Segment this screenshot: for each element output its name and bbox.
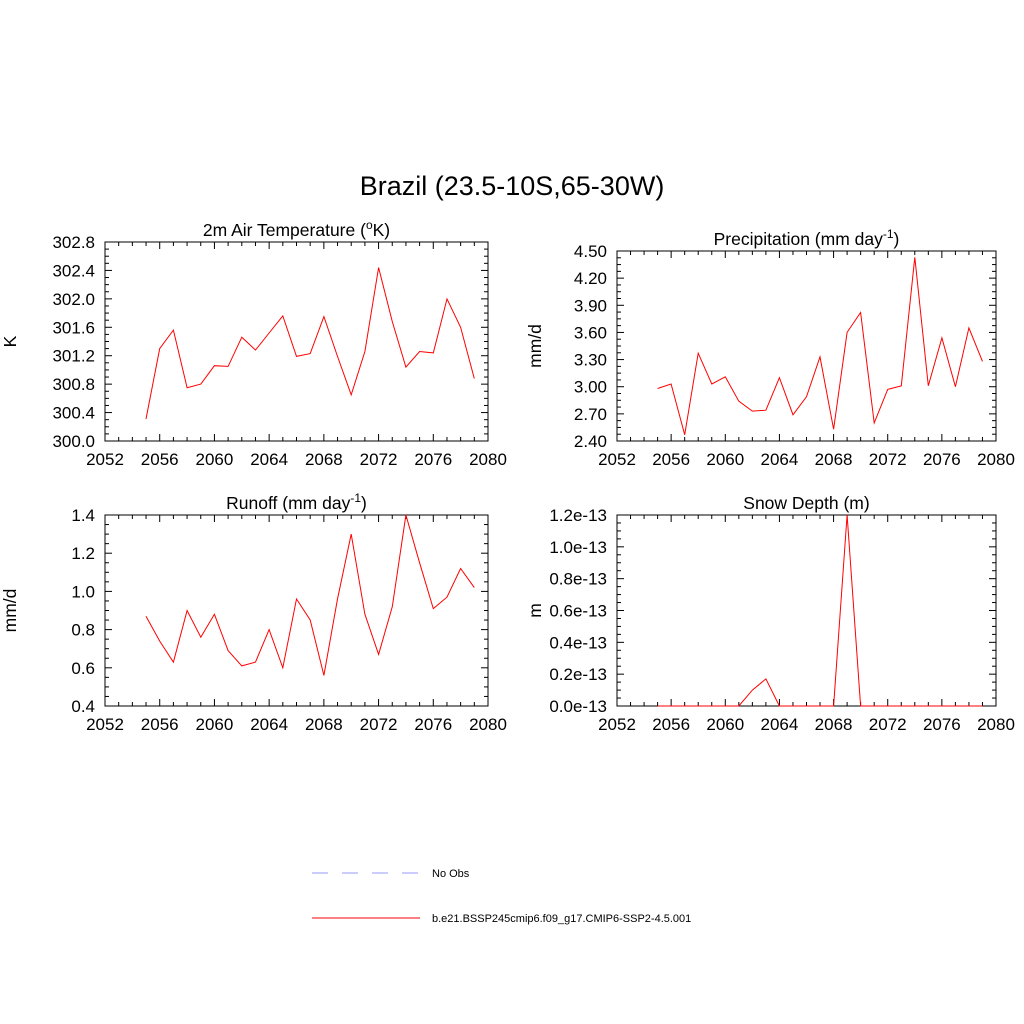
x-tick-label: 2056 xyxy=(652,715,690,734)
series-line xyxy=(145,514,475,676)
panel-title: 2m Air Temperature (oK) xyxy=(203,218,390,240)
x-tick-label: 2052 xyxy=(598,715,636,734)
x-tick-label: 2052 xyxy=(598,450,636,469)
x-tick-label: 2072 xyxy=(869,715,907,734)
chart-panel-4: Snow Depth (m) m 2052 2056 2060 2064 2068 2072 2… xyxy=(525,493,1015,734)
x-tick-label: 2060 xyxy=(706,715,744,734)
x-tick-label: 2068 xyxy=(305,715,343,734)
y-tick-label: 2.70 xyxy=(574,405,607,424)
y-tick-label: 301.6 xyxy=(52,318,95,337)
x-tick-label: 2076 xyxy=(414,450,452,469)
x-tick-label: 2080 xyxy=(469,450,507,469)
figure-title: Brazil (23.5-10S,65-30W) xyxy=(360,171,665,201)
y-tick-label: 0.6e-13 xyxy=(549,602,607,621)
y-tick-label: 3.60 xyxy=(574,323,607,342)
y-tick-label: 3.00 xyxy=(574,378,607,397)
x-tick-label: 2080 xyxy=(977,450,1015,469)
x-tick-label: 2052 xyxy=(86,450,124,469)
chart-panel-2: Precipitation (mm day-1) mm/d 2052 2056 2060… xyxy=(525,227,1015,469)
series-line xyxy=(145,267,475,420)
x-tick-label: 2080 xyxy=(977,715,1015,734)
y-axis-label: K xyxy=(0,335,20,347)
y-tick-label: 301.2 xyxy=(52,347,95,366)
x-tick-label: 2068 xyxy=(815,450,853,469)
panel-title: Precipitation (mm day-1) xyxy=(714,227,900,249)
plot-frame xyxy=(104,241,489,442)
legend-label-2: b.e21.BSSP245cmip6.f09_g17.CMIP6-SSP2-4.… xyxy=(432,913,691,925)
legend-label-1: No Obs xyxy=(432,868,470,880)
x-tick-label: 2056 xyxy=(141,715,179,734)
panel-title: Snow Depth (m) xyxy=(743,493,869,513)
x-tick-label: 2064 xyxy=(761,715,799,734)
y-tick-label: 302.8 xyxy=(52,233,95,252)
x-tick-label: 2060 xyxy=(196,715,234,734)
y-tick-label: 0.0e-13 xyxy=(549,697,607,716)
y-tick-label: 302.0 xyxy=(52,290,95,309)
x-tick-label: 2060 xyxy=(706,450,744,469)
y-tick-label: 4.50 xyxy=(574,242,607,261)
series-line xyxy=(657,514,983,707)
x-tick-label: 2068 xyxy=(815,715,853,734)
x-tick-label: 2072 xyxy=(360,450,398,469)
x-tick-label: 2080 xyxy=(469,715,507,734)
x-tick-label: 2056 xyxy=(141,450,179,469)
x-tick-label: 2072 xyxy=(360,715,398,734)
y-tick-label: 1.0e-13 xyxy=(549,538,607,557)
x-tick-label: 2076 xyxy=(923,450,961,469)
y-tick-label: 3.30 xyxy=(574,351,607,370)
y-tick-label: 300.8 xyxy=(52,375,95,394)
panel-title: Runoff (mm day-1) xyxy=(226,491,367,513)
y-tick-label: 302.4 xyxy=(52,261,95,280)
y-tick-label: 0.4e-13 xyxy=(549,633,607,652)
y-tick-label: 1.0 xyxy=(71,582,95,601)
y-tick-label: 2.40 xyxy=(574,432,607,451)
y-tick-label: 0.8 xyxy=(71,621,95,640)
y-axis-label: mm/d xyxy=(525,324,545,368)
x-tick-label: 2064 xyxy=(250,715,288,734)
y-tick-label: 300.0 xyxy=(52,432,95,451)
x-tick-label: 2060 xyxy=(196,450,234,469)
y-tick-label: 1.2e-13 xyxy=(549,506,607,525)
legend: No Obs b.e21.BSSP245cmip6.f09_g17.CMIP6-S… xyxy=(312,868,691,925)
y-tick-label: 0.8e-13 xyxy=(549,570,607,589)
x-tick-label: 2056 xyxy=(652,450,690,469)
plot-frame xyxy=(616,514,997,707)
y-tick-label: 4.20 xyxy=(574,269,607,288)
x-tick-label: 2076 xyxy=(923,715,961,734)
x-tick-label: 2072 xyxy=(869,450,907,469)
x-tick-label: 2052 xyxy=(86,715,124,734)
chart-panel-1: 2m Air Temperature (oK) K 2052 2056 2060 2064… xyxy=(0,218,507,469)
panels: 2m Air Temperature (oK) K 2052 2056 2060 2064… xyxy=(0,218,1015,734)
y-tick-label: 1.2 xyxy=(71,544,95,563)
chart-panel-3: Runoff (mm day-1) mm/d 2052 2056 2060 2064 206… xyxy=(0,491,507,734)
y-axis-label: m xyxy=(525,603,545,618)
y-tick-label: 300.4 xyxy=(52,404,95,423)
series-line xyxy=(657,257,983,435)
y-tick-label: 0.6 xyxy=(71,659,95,678)
y-tick-label: 3.90 xyxy=(574,296,607,315)
y-axis-label: mm/d xyxy=(0,589,20,633)
x-tick-label: 2076 xyxy=(414,715,452,734)
x-tick-label: 2064 xyxy=(250,450,288,469)
y-tick-label: 0.2e-13 xyxy=(549,665,607,684)
x-tick-label: 2068 xyxy=(305,450,343,469)
x-tick-label: 2064 xyxy=(761,450,799,469)
plot-frame xyxy=(104,514,489,707)
y-tick-label: 0.4 xyxy=(71,697,95,716)
y-tick-label: 1.4 xyxy=(71,506,95,525)
